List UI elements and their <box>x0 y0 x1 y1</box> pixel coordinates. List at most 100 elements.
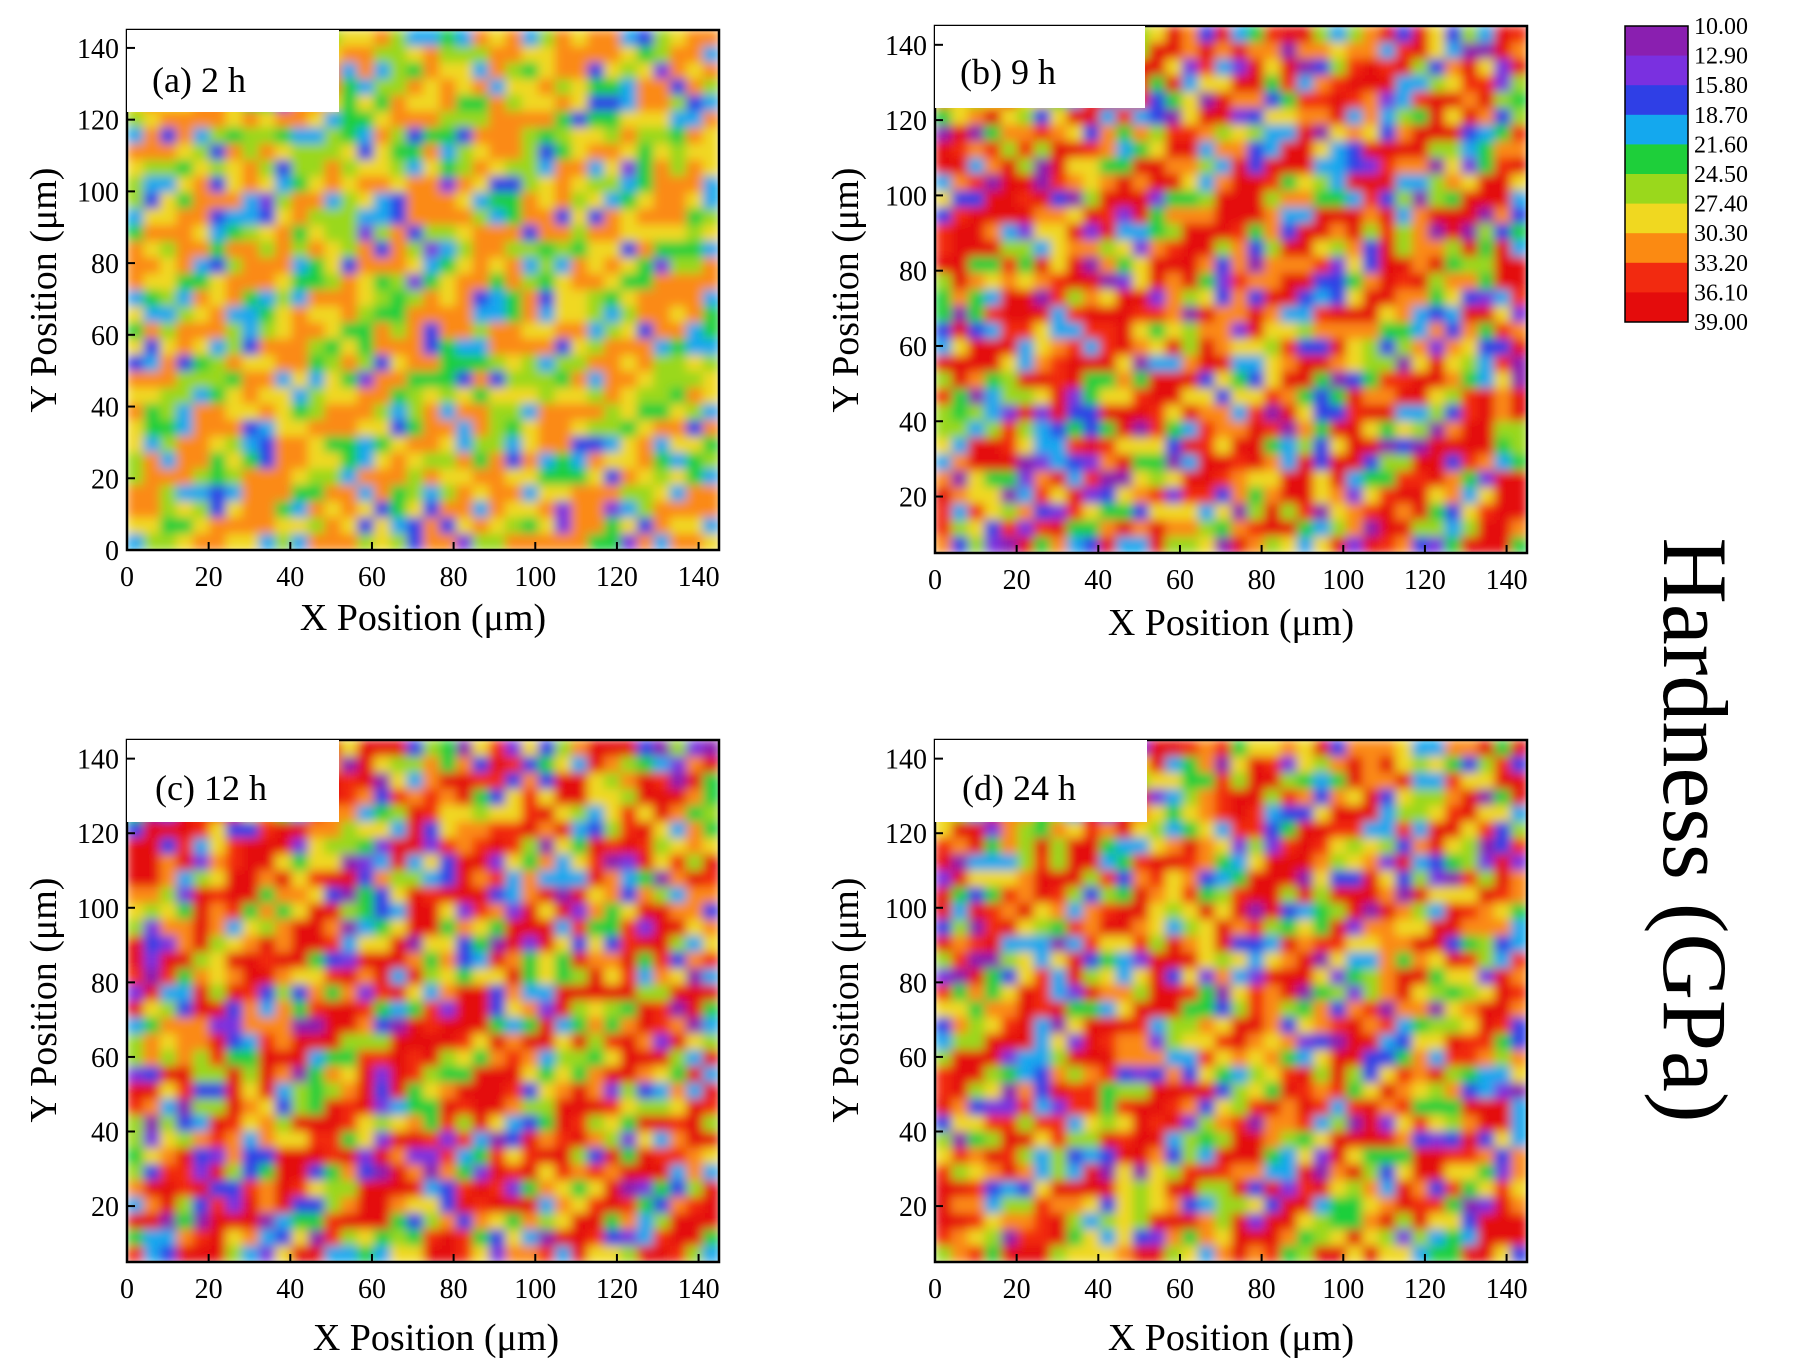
heatmap-cell <box>935 1115 952 1133</box>
heatmap-cell <box>538 1213 556 1230</box>
heatmap-cell <box>242 111 260 129</box>
heatmap-cell <box>1428 1229 1446 1247</box>
heatmap-cell <box>1296 854 1314 872</box>
heatmap-cell <box>1379 223 1396 241</box>
heatmap-cell <box>357 903 375 920</box>
heatmap-cell <box>455 290 473 307</box>
heatmap-cell <box>1263 141 1281 159</box>
heatmap-cell <box>340 1001 358 1018</box>
heatmap-cell <box>1346 124 1364 142</box>
heatmap-cell <box>620 208 638 226</box>
heatmap-cell <box>1494 1017 1512 1035</box>
heatmap-cell <box>1050 240 1068 258</box>
heatmap-cell <box>1148 223 1166 241</box>
heatmap-cell <box>1477 503 1495 521</box>
heatmap-cell <box>1477 903 1495 920</box>
heatmap-cell <box>1362 772 1380 790</box>
heatmap-cell <box>1214 306 1232 324</box>
heatmap-cell <box>1263 805 1281 823</box>
heatmap-cell <box>1428 984 1446 1002</box>
heatmap-cell <box>472 533 490 550</box>
heatmap-cell <box>669 1115 687 1133</box>
heatmap-cell <box>455 968 473 986</box>
heatmap-cell <box>521 111 539 129</box>
heatmap-cell <box>554 273 572 291</box>
heatmap-cell <box>1428 1098 1446 1116</box>
heatmap-cell <box>1247 805 1265 823</box>
heatmap-cell <box>1362 740 1380 757</box>
heatmap-cell <box>620 1180 638 1198</box>
heatmap-cell <box>686 1245 704 1262</box>
heatmap-cell <box>521 241 539 259</box>
heatmap-cell <box>1132 190 1150 208</box>
heatmap-cell <box>1313 404 1331 422</box>
heatmap-cell <box>538 533 556 550</box>
heatmap-cell <box>1050 886 1068 904</box>
heatmap-cell <box>1017 306 1035 324</box>
heatmap-cell <box>1148 1164 1166 1181</box>
heatmap-cell <box>554 403 572 421</box>
heatmap-cell <box>1165 1033 1183 1051</box>
heatmap-cell <box>258 1229 276 1247</box>
heatmap-cell <box>1461 91 1479 109</box>
heatmap-cell <box>1510 1245 1527 1262</box>
heatmap-cell <box>1428 1017 1446 1035</box>
heatmap-cell <box>340 1245 358 1262</box>
heatmap-cell <box>1411 223 1429 241</box>
heatmap-cell <box>324 322 342 340</box>
heatmap-cell <box>225 517 243 535</box>
heatmap-cell <box>1329 273 1347 291</box>
heatmap-cell <box>307 176 325 194</box>
x-tick-label: 40 <box>276 562 304 593</box>
heatmap-cell <box>143 1066 161 1084</box>
heatmap-cell <box>423 1115 440 1133</box>
heatmap-cell <box>636 452 654 470</box>
heatmap-cell <box>521 968 539 986</box>
heatmap-cell <box>1033 1001 1051 1018</box>
heatmap-cell <box>159 1196 177 1214</box>
heatmap-cell <box>258 387 276 405</box>
heatmap-cell <box>1231 174 1248 192</box>
heatmap-cell <box>1477 174 1495 192</box>
heatmap-cell <box>307 338 325 356</box>
heatmap-cell <box>1066 1017 1084 1035</box>
heatmap-cell <box>1050 1180 1068 1198</box>
heatmap-cell <box>242 854 260 872</box>
heatmap-cell <box>1494 837 1512 855</box>
heatmap-cell <box>1000 1098 1018 1116</box>
heatmap-cell <box>1066 968 1084 986</box>
heatmap-cell <box>258 355 276 372</box>
heatmap-cell <box>1099 273 1117 291</box>
heatmap-cell <box>702 1082 719 1100</box>
heatmap-cell <box>554 355 572 372</box>
heatmap-cell <box>587 1164 605 1181</box>
heatmap-cell <box>1280 223 1298 241</box>
heatmap-cell <box>1428 58 1446 76</box>
heatmap-cell <box>1000 141 1018 159</box>
heatmap-cell <box>1428 536 1446 553</box>
heatmap-cell <box>258 1164 276 1181</box>
heatmap-cell <box>488 436 506 454</box>
heatmap-cell <box>1296 821 1314 839</box>
heatmap-cell <box>984 1164 1002 1181</box>
heatmap-cell <box>192 1066 210 1084</box>
heatmap-cell <box>1231 124 1248 142</box>
heatmap-cell <box>307 241 325 259</box>
heatmap-cell <box>472 225 490 242</box>
heatmap-cell <box>159 436 177 454</box>
heatmap-cell <box>686 1131 704 1149</box>
heatmap-cell <box>1181 886 1199 904</box>
heatmap-cell <box>587 225 605 242</box>
heatmap-cell <box>571 1049 588 1067</box>
heatmap-cell <box>1083 306 1100 324</box>
heatmap-cell <box>176 1098 194 1116</box>
heatmap-cell <box>1181 256 1199 274</box>
heatmap-cell <box>192 968 210 986</box>
heatmap-cell <box>423 903 440 920</box>
heatmap-cell <box>1379 805 1396 823</box>
heatmap-cell <box>1329 256 1347 274</box>
heatmap-cell <box>1115 935 1133 953</box>
heatmap-cell <box>1017 289 1035 307</box>
heatmap-cell <box>1411 404 1429 422</box>
heatmap-cell <box>554 1147 572 1165</box>
